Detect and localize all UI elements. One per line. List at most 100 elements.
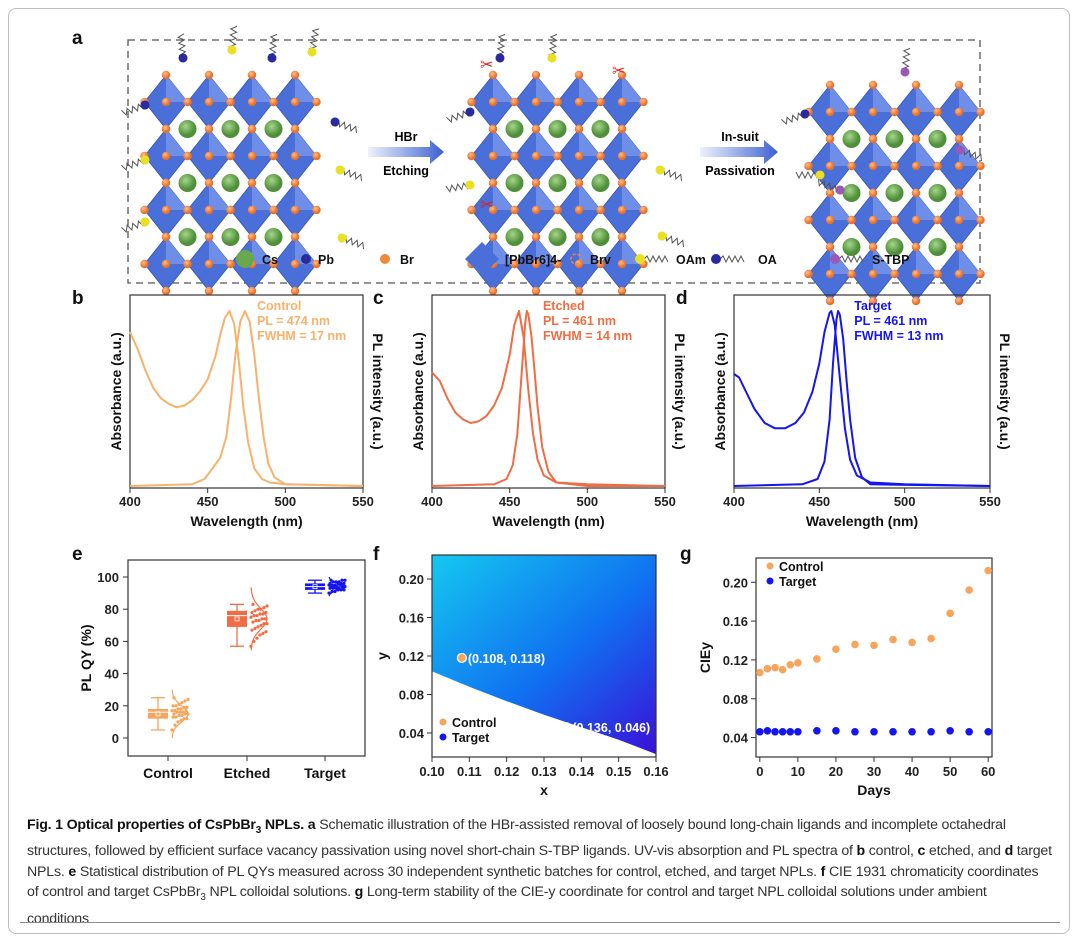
br-atom-icon bbox=[247, 151, 257, 161]
caption-text-c: etched, and bbox=[925, 843, 1005, 860]
panel-label-b: b bbox=[72, 288, 84, 309]
br-atom-icon bbox=[140, 205, 149, 215]
br-atom-icon bbox=[825, 80, 835, 90]
br-atom-icon bbox=[617, 232, 627, 242]
legend-marker-target bbox=[766, 577, 774, 585]
data-point bbox=[343, 578, 347, 582]
br-atom-icon bbox=[290, 124, 300, 134]
panel-label-a: a bbox=[72, 28, 83, 49]
br-atom-icon bbox=[617, 151, 627, 161]
octahedron-facet bbox=[873, 247, 895, 274]
x-tick-label: 400 bbox=[723, 494, 745, 509]
data-point-target bbox=[927, 727, 935, 736]
y-tick-label: 0.12 bbox=[399, 649, 424, 664]
ligand-icon bbox=[330, 117, 358, 134]
cs-atom-icon bbox=[178, 228, 197, 246]
octahedron-facet bbox=[959, 85, 981, 112]
br-atom-icon bbox=[890, 107, 899, 117]
spectrum-annotation: PL = 461 nm bbox=[854, 314, 927, 328]
pl-curve bbox=[431, 310, 665, 487]
legend-label: Brv bbox=[590, 253, 611, 267]
br-atom-icon bbox=[868, 188, 878, 198]
br-atom-icon bbox=[204, 178, 214, 188]
panel-label-f: f bbox=[373, 544, 380, 565]
br-atom-icon bbox=[911, 215, 921, 225]
octahedron-facet bbox=[295, 75, 317, 102]
br-atom-icon bbox=[531, 286, 541, 296]
spectrum-annotation: PL = 474 nm bbox=[257, 314, 330, 328]
mean-marker bbox=[155, 711, 161, 717]
legend-label: Control bbox=[779, 560, 823, 574]
data-point bbox=[264, 630, 268, 634]
etching-arrow: HBr Etching bbox=[368, 130, 444, 178]
octahedron-facet bbox=[209, 237, 231, 264]
x-tick-label: 0.13 bbox=[531, 764, 556, 779]
br-atom-icon bbox=[596, 259, 605, 269]
octahedron-facet bbox=[166, 129, 188, 156]
legend-item-brv: Brv bbox=[570, 253, 611, 267]
br-atom-icon bbox=[596, 205, 605, 215]
caption-ref-e: e bbox=[68, 863, 77, 880]
x-tick-label: 500 bbox=[894, 494, 916, 509]
y-tick-label: 0.04 bbox=[399, 726, 425, 741]
br-atom-icon bbox=[161, 70, 171, 80]
data-point-control bbox=[778, 665, 787, 674]
data-point-target bbox=[771, 727, 779, 736]
ligand-icon bbox=[547, 33, 558, 63]
data-point-target bbox=[984, 727, 992, 736]
data-point bbox=[183, 699, 187, 703]
br-atom-icon bbox=[954, 296, 964, 306]
data-point bbox=[250, 628, 254, 632]
data-point bbox=[172, 712, 176, 716]
br-atom-icon bbox=[226, 259, 235, 269]
br-atom-icon bbox=[574, 97, 584, 107]
data-point bbox=[251, 602, 255, 606]
br-atom-icon bbox=[488, 151, 498, 161]
octahedron-facet bbox=[959, 193, 981, 220]
nanoplatelet-lattice bbox=[140, 70, 321, 296]
spectrum-annotation: FWHM = 14 nm bbox=[543, 329, 632, 343]
x-tick-label: 450 bbox=[808, 494, 830, 509]
data-point bbox=[262, 605, 266, 610]
cs-atom-icon bbox=[885, 238, 904, 256]
br-atom-icon bbox=[161, 151, 171, 161]
data-point bbox=[177, 713, 181, 718]
br-atom-icon bbox=[488, 205, 498, 215]
cs-atom-icon bbox=[264, 120, 283, 138]
octahedron-facet bbox=[166, 237, 188, 264]
ligand-icon bbox=[495, 33, 506, 63]
br-atom-icon bbox=[847, 161, 856, 171]
caption-ref-b: b bbox=[856, 843, 866, 860]
br-atom-icon bbox=[954, 161, 964, 171]
br-atom-icon bbox=[531, 259, 541, 269]
octahedron-facet bbox=[622, 183, 644, 210]
legend-marker-target bbox=[439, 733, 447, 741]
data-point bbox=[328, 581, 332, 586]
br-atom-icon bbox=[510, 97, 519, 107]
br-atom-icon bbox=[183, 97, 192, 107]
orange-sphere-icon bbox=[380, 254, 390, 264]
ligand-head bbox=[547, 53, 557, 63]
caption-title-end: NPLs. bbox=[261, 817, 305, 833]
br-atom-icon bbox=[312, 97, 321, 107]
data-point bbox=[342, 588, 346, 592]
panel-label-e: e bbox=[72, 544, 83, 565]
mean-marker bbox=[312, 584, 318, 590]
ligand-icon bbox=[795, 170, 825, 180]
plot-frame bbox=[431, 294, 666, 489]
legend-label: Br bbox=[400, 253, 414, 267]
br-atom-icon bbox=[847, 215, 856, 225]
x-tick-label: 550 bbox=[654, 494, 676, 509]
octahedron-facet bbox=[579, 75, 601, 102]
y-tick-label: 0.12 bbox=[723, 653, 748, 668]
br-atom-icon bbox=[488, 97, 498, 107]
br-atom-icon bbox=[247, 97, 257, 107]
arrow-label-top: In-suit bbox=[721, 130, 759, 144]
ligand-icon bbox=[955, 145, 983, 162]
x-tick-label: 500 bbox=[576, 494, 598, 509]
br-atom-icon bbox=[596, 151, 605, 161]
br-atom-icon bbox=[488, 70, 498, 80]
cs-atom-icon bbox=[591, 174, 610, 192]
y-axis-label-left: Absorbance (a.u.) bbox=[108, 332, 124, 450]
br-atom-icon bbox=[911, 134, 921, 144]
